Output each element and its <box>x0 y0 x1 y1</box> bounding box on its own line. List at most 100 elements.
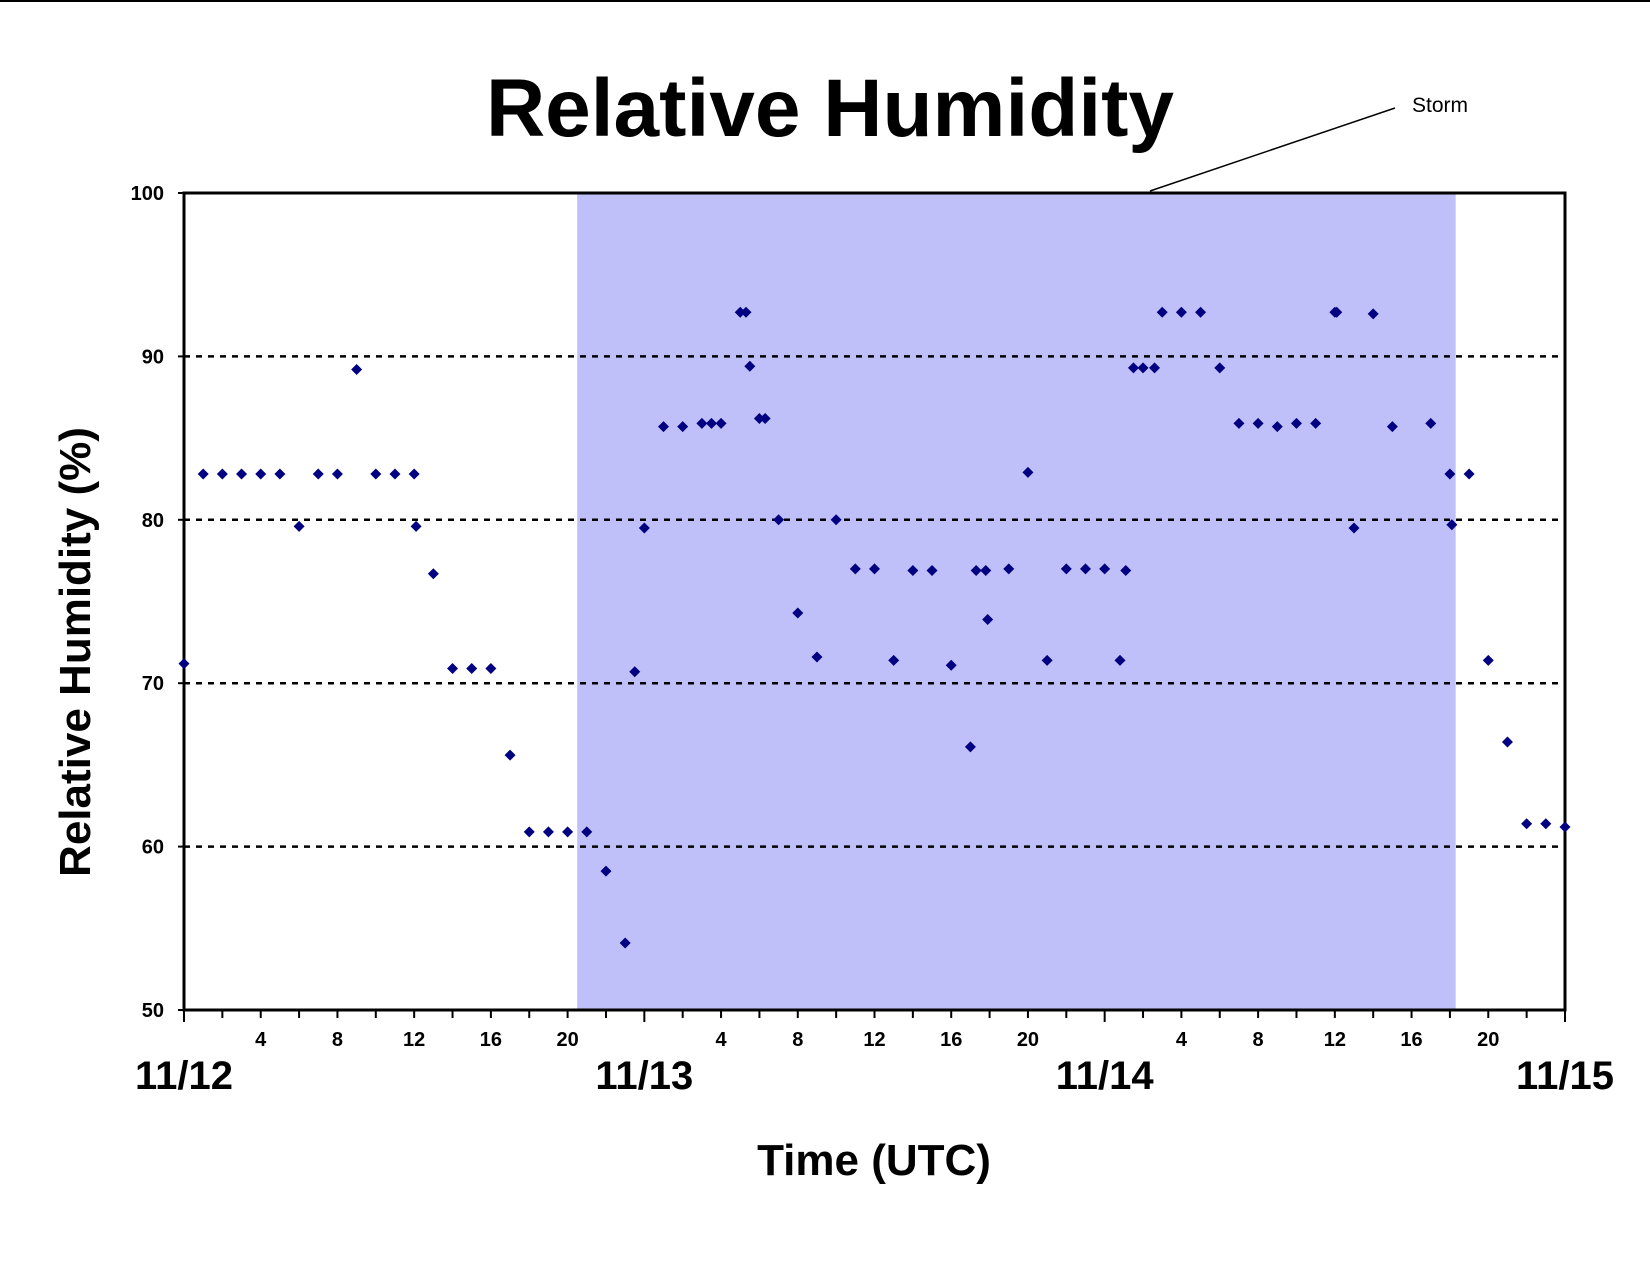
data-points <box>178 306 1571 949</box>
y-tick-label: 90 <box>142 346 164 368</box>
data-point <box>1331 306 1343 318</box>
data-point <box>1425 417 1437 429</box>
data-point <box>236 468 248 480</box>
data-point <box>715 417 727 429</box>
data-point <box>389 468 401 480</box>
storm-annotation-leader <box>1149 107 1396 192</box>
data-point <box>1271 421 1283 433</box>
data-point <box>1463 468 1475 480</box>
data-point <box>1233 417 1245 429</box>
y-tick-label: 50 <box>142 1000 164 1022</box>
data-point <box>907 564 919 576</box>
x-tick-label: 4 <box>715 1029 727 1051</box>
data-point <box>1367 308 1379 320</box>
data-point <box>849 563 861 575</box>
data-point <box>331 468 343 480</box>
data-point <box>1120 564 1132 576</box>
data-point <box>1137 362 1149 374</box>
data-point <box>351 363 363 375</box>
data-point <box>638 522 650 534</box>
data-point <box>753 412 765 424</box>
x-day-label: 11/15 <box>1516 1054 1614 1098</box>
x-tick-label: 4 <box>1176 1029 1188 1051</box>
y-tick-label: 60 <box>142 837 164 859</box>
data-point <box>178 658 190 670</box>
x-tick-label: 4 <box>255 1029 267 1051</box>
data-point <box>1386 421 1398 433</box>
data-point <box>312 468 324 480</box>
data-point <box>696 417 708 429</box>
grid-lines <box>184 355 1565 848</box>
y-tick-label: 80 <box>142 510 164 532</box>
storm-shaded-region <box>577 193 1456 1010</box>
data-point <box>619 937 631 949</box>
x-axis-title: Time (UTC) <box>757 1136 991 1185</box>
data-point <box>1444 468 1456 480</box>
data-point <box>964 741 976 753</box>
x-tick-label: 20 <box>1477 1029 1499 1051</box>
data-point <box>792 607 804 619</box>
data-point <box>410 520 422 532</box>
data-point <box>705 417 717 429</box>
data-point <box>1521 818 1533 830</box>
data-point <box>1099 563 1111 575</box>
x-tick-label: 16 <box>480 1029 502 1051</box>
data-point <box>888 654 900 666</box>
data-point <box>370 468 382 480</box>
x-tick-label: 20 <box>556 1029 578 1051</box>
data-point <box>1501 736 1513 748</box>
data-point <box>274 468 286 480</box>
data-point <box>677 421 689 433</box>
x-tick-label: 8 <box>1253 1029 1264 1051</box>
data-point <box>1175 306 1187 318</box>
data-point <box>1022 466 1034 478</box>
x-tick-label: 16 <box>940 1029 962 1051</box>
y-tick-label: 70 <box>142 673 164 695</box>
data-point <box>485 662 497 674</box>
data-point <box>1149 362 1161 374</box>
data-point <box>970 564 982 576</box>
data-point <box>830 514 842 526</box>
data-point <box>629 666 641 678</box>
data-point <box>945 659 957 671</box>
x-tick-label: 12 <box>1324 1029 1346 1051</box>
top-border-line <box>0 0 1650 2</box>
data-point <box>1060 563 1072 575</box>
data-point <box>1214 362 1226 374</box>
data-point <box>1348 522 1360 534</box>
data-point <box>523 826 535 838</box>
data-point <box>740 306 752 318</box>
data-point <box>1195 306 1207 318</box>
y-axis-ticks: 50 60 70 80 90 100 <box>131 183 184 1022</box>
chart-title: Relative Humidity <box>486 63 1174 154</box>
data-point <box>1127 362 1139 374</box>
data-point <box>466 662 478 674</box>
y-axis-title: Relative Humidity (%) <box>51 427 100 877</box>
data-point <box>1540 818 1552 830</box>
data-point <box>216 468 228 480</box>
data-point <box>1041 654 1053 666</box>
data-point <box>1252 417 1264 429</box>
x-tick-label: 20 <box>1017 1029 1039 1051</box>
data-point <box>1114 654 1126 666</box>
data-point <box>1079 563 1091 575</box>
x-day-label: 11/14 <box>1056 1054 1155 1098</box>
y-tick-label: 100 <box>131 183 164 205</box>
data-point <box>255 468 267 480</box>
data-point <box>734 306 746 318</box>
data-point <box>773 514 785 526</box>
x-tick-label: 8 <box>332 1029 343 1051</box>
data-point <box>1003 563 1015 575</box>
data-point <box>1156 306 1168 318</box>
data-point <box>427 568 439 580</box>
data-point <box>1559 821 1571 833</box>
data-point <box>869 563 880 575</box>
x-axis-ticks: 4 8 12 16 20 4 8 12 16 20 4 8 12 16 20 11/12 11/13 11/14 1… <box>135 1010 1614 1098</box>
data-point <box>197 468 209 480</box>
data-point <box>1290 417 1302 429</box>
x-tick-label: 8 <box>792 1029 803 1051</box>
data-point <box>408 468 420 480</box>
data-point <box>744 360 756 372</box>
x-tick-label: 16 <box>1400 1029 1422 1051</box>
